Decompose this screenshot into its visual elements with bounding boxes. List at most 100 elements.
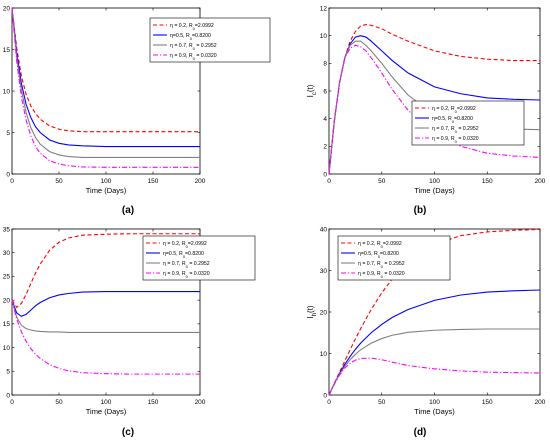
legend-entry: η = 0.2, R0=2.0992 <box>432 106 476 114</box>
series-line-3 <box>11 7 200 158</box>
y-axis-label: Ic(t) <box>306 84 318 97</box>
series-line-4 <box>328 357 541 396</box>
y-tick-label: 30 <box>3 250 11 257</box>
y-tick-label: 10 <box>3 88 11 95</box>
legend-entry: η = 0.9, R0 = 0.0320 <box>163 271 210 279</box>
chart-panel-1: 0 50 100 150 200 0 5 10 15 20 Time (Days) Ec(t) η = … <box>0 5 271 216</box>
x-axis-label: Time (Days) <box>414 186 455 195</box>
x-tick-label: 150 <box>148 178 159 185</box>
y-tick-label: 35 <box>3 226 11 233</box>
x-tick-label: 150 <box>482 178 493 185</box>
legend-entry: η = 0.9, R0 = 0.0320 <box>432 136 479 144</box>
y-tick-label: 12 <box>320 5 328 12</box>
y-tick-label: 0 <box>323 392 327 399</box>
y-tick-label: 25 <box>3 274 11 281</box>
panel-label: (b) <box>414 205 427 216</box>
y-tick-label: 10 <box>320 33 328 40</box>
legend: η = 0.2, R0=2.0992 η=0.5, R0=0.8200 η = 0.… <box>142 235 256 281</box>
x-tick-label: 100 <box>101 178 112 185</box>
y-tick-label: 2 <box>323 144 327 151</box>
series-line-2 <box>11 7 200 148</box>
y-tick-label: 5 <box>6 130 10 137</box>
y-tick-label: 5 <box>6 369 10 376</box>
panel-label: (d) <box>414 427 427 438</box>
legend-entry: η=0.5, R0=0.8200 <box>432 116 473 124</box>
series-line-2 <box>328 289 541 396</box>
chart-panel-4: 0 50 100 150 200 0 10 20 30 40 Time (Days) Ih(t) η =… <box>306 226 546 438</box>
y-tick-label: 6 <box>323 88 327 95</box>
legend-box <box>142 235 256 281</box>
series-line-3 <box>328 328 540 396</box>
legend-entry: η = 0.2, R0=2.0992 <box>170 23 214 31</box>
x-tick-label: 0 <box>327 178 331 185</box>
legend-entry: η=0.5, R0=0.8200 <box>163 251 204 259</box>
panel-label: (c) <box>122 427 134 438</box>
plot-area <box>328 7 541 175</box>
series-line-1 <box>328 24 540 175</box>
legend-box <box>411 100 525 146</box>
x-tick-label: 100 <box>429 178 440 185</box>
legend-entry: η = 0.9, R0 = 0.0320 <box>358 271 405 279</box>
x-tick-label: 50 <box>55 399 63 406</box>
x-tick-label: 150 <box>482 399 493 406</box>
legend: η = 0.2, R0=2.0992 η=0.5, R0=0.8200 η = 0.… <box>411 100 525 146</box>
legend-entry: η = 0.2, R0=2.0992 <box>358 241 402 249</box>
legend-entry: η=0.5, R0=0.8200 <box>170 33 211 41</box>
legend-entry: η = 0.9, R0 = 0.0320 <box>170 53 217 61</box>
y-axis-label: Eh(t) <box>0 304 1 321</box>
x-tick-label: 200 <box>535 399 546 406</box>
legend: η = 0.2, R0=2.0992 η=0.5, R0=0.8200 η = 0.… <box>337 235 451 281</box>
x-axis-label: Time (Days) <box>86 407 127 416</box>
y-tick-label: 20 <box>320 309 328 316</box>
legend-entry: η = 0.7, R0 = 0.2952 <box>170 43 217 51</box>
y-tick-label: 10 <box>3 345 11 352</box>
legend-entry: η=0.5, R0=0.8200 <box>358 251 399 259</box>
y-axis-label: Ih(t) <box>306 305 318 318</box>
x-tick-label: 0 <box>10 399 14 406</box>
y-tick-label: 8 <box>323 61 327 68</box>
y-tick-label: 15 <box>3 321 11 328</box>
x-axis-label: Time (Days) <box>414 407 455 416</box>
series-line-4 <box>328 44 541 175</box>
series-line-1 <box>11 233 200 309</box>
panel-label: (a) <box>122 205 134 216</box>
y-tick-label: 4 <box>323 116 327 123</box>
y-tick-label: 40 <box>320 226 328 233</box>
x-tick-label: 200 <box>535 178 546 185</box>
y-tick-label: 30 <box>320 268 328 275</box>
chart-panel-3: 0 50 100 150 200 0 5 10 15 20 25 30 35 Time (Days) Eh(… <box>0 226 256 438</box>
y-tick-label: 15 <box>3 47 11 54</box>
x-tick-label: 100 <box>101 399 112 406</box>
x-tick-label: 50 <box>378 178 386 185</box>
y-axis-label: Ec(t) <box>0 83 1 99</box>
legend-entry: η = 0.7, R0 = 0.2952 <box>432 126 479 134</box>
y-tick-label: 20 <box>3 5 11 12</box>
legend-entry: η = 0.7, R0 = 0.2952 <box>163 261 210 269</box>
y-tick-label: 0 <box>323 171 327 178</box>
series-line-1 <box>328 228 541 396</box>
y-tick-label: 20 <box>3 297 11 304</box>
chart-panel-2: 0 50 100 150 200 0 2 4 6 8 10 12 Time (Days) Ic(t) η =… <box>306 5 546 216</box>
series-line-2 <box>11 291 200 317</box>
x-axis-label: Time (Days) <box>86 186 127 195</box>
y-tick-label: 0 <box>6 171 10 178</box>
series-line-4 <box>11 7 200 168</box>
x-tick-label: 50 <box>378 399 386 406</box>
legend: η = 0.2, R0=2.0992 η=0.5, R0=0.8200 η = 0.… <box>149 17 271 63</box>
y-tick-label: 0 <box>6 392 10 399</box>
series-line-4 <box>11 300 200 375</box>
x-tick-label: 200 <box>195 399 206 406</box>
legend-box <box>337 235 451 281</box>
y-tick-label: 10 <box>320 351 328 358</box>
x-tick-label: 0 <box>10 178 14 185</box>
x-tick-label: 200 <box>195 178 206 185</box>
legend-entry: η = 0.2, R0=2.0992 <box>163 241 207 249</box>
legend-entry: η = 0.7, R0 = 0.2952 <box>358 261 405 269</box>
x-tick-label: 150 <box>148 399 159 406</box>
x-tick-label: 0 <box>327 399 331 406</box>
series-line-3 <box>11 299 200 333</box>
legend-box <box>149 17 271 63</box>
series-line-1 <box>11 7 200 133</box>
x-tick-label: 50 <box>55 178 63 185</box>
